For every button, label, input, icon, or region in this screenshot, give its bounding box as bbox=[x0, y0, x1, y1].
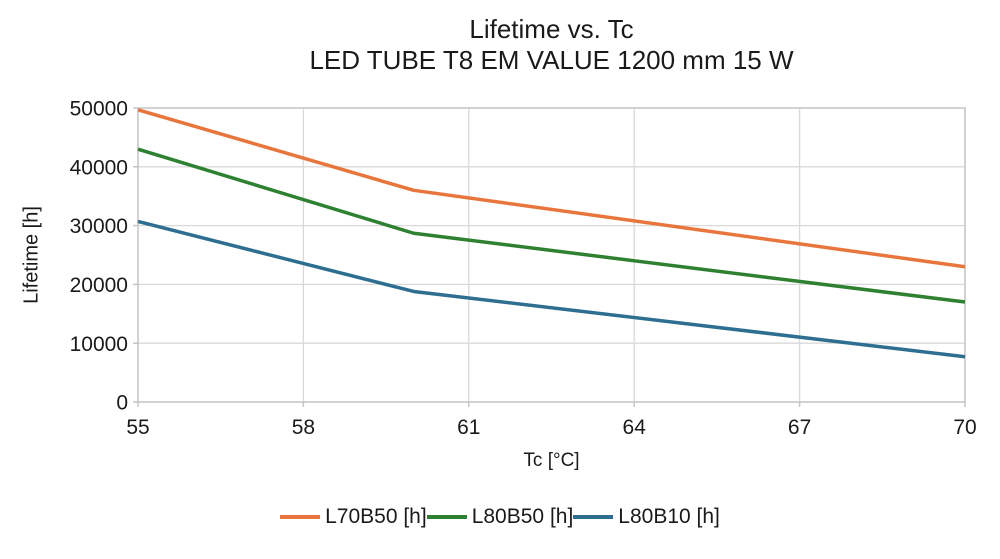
chart-title-line2: LED TUBE T8 EM VALUE 1200 mm 15 W bbox=[309, 45, 794, 75]
legend-item-L70B50: L70B50 [h] bbox=[280, 505, 427, 529]
legend-line-swatch bbox=[280, 515, 321, 519]
legend-line-swatch bbox=[573, 515, 614, 519]
legend-label: L80B50 [h] bbox=[471, 505, 574, 528]
y-tick-label: 20000 bbox=[70, 274, 128, 297]
x-tick-label: 67 bbox=[788, 416, 811, 439]
x-tick-label: 58 bbox=[292, 416, 315, 439]
x-tick-label: 64 bbox=[623, 416, 647, 439]
legend-item-L80B50: L80B50 [h] bbox=[426, 505, 574, 529]
series-line-L80B10 bbox=[137, 219, 966, 359]
x-tick-label: 61 bbox=[457, 416, 480, 439]
series-line-L80B50 bbox=[137, 147, 966, 304]
plot-frame bbox=[137, 107, 966, 403]
chart-title: Lifetime vs. Tc LED TUBE T8 EM VALUE 120… bbox=[138, 14, 965, 76]
y-tick-label: 30000 bbox=[70, 215, 128, 238]
y-tick-label: 0 bbox=[116, 392, 128, 415]
x-tick-label: 55 bbox=[126, 416, 149, 439]
legend-line-swatch bbox=[426, 515, 467, 519]
x-axis-label: Tc [°C] bbox=[523, 450, 580, 471]
series-line-L70B50 bbox=[137, 108, 966, 269]
legend-label: L80B10 [h] bbox=[618, 505, 720, 528]
chart-title-line1: Lifetime vs. Tc bbox=[469, 14, 634, 44]
y-tick-label: 50000 bbox=[70, 98, 128, 121]
y-tick-label: 10000 bbox=[70, 333, 128, 356]
y-tick-label: 40000 bbox=[70, 156, 128, 179]
x-tick-label: 70 bbox=[953, 416, 976, 439]
legend-item-L80B10: L80B10 [h] bbox=[573, 505, 720, 529]
chart-legend: L70B50 [h] L80B50 [h] L80B10 [h] bbox=[0, 505, 1000, 529]
legend-label: L70B50 [h] bbox=[325, 505, 427, 528]
